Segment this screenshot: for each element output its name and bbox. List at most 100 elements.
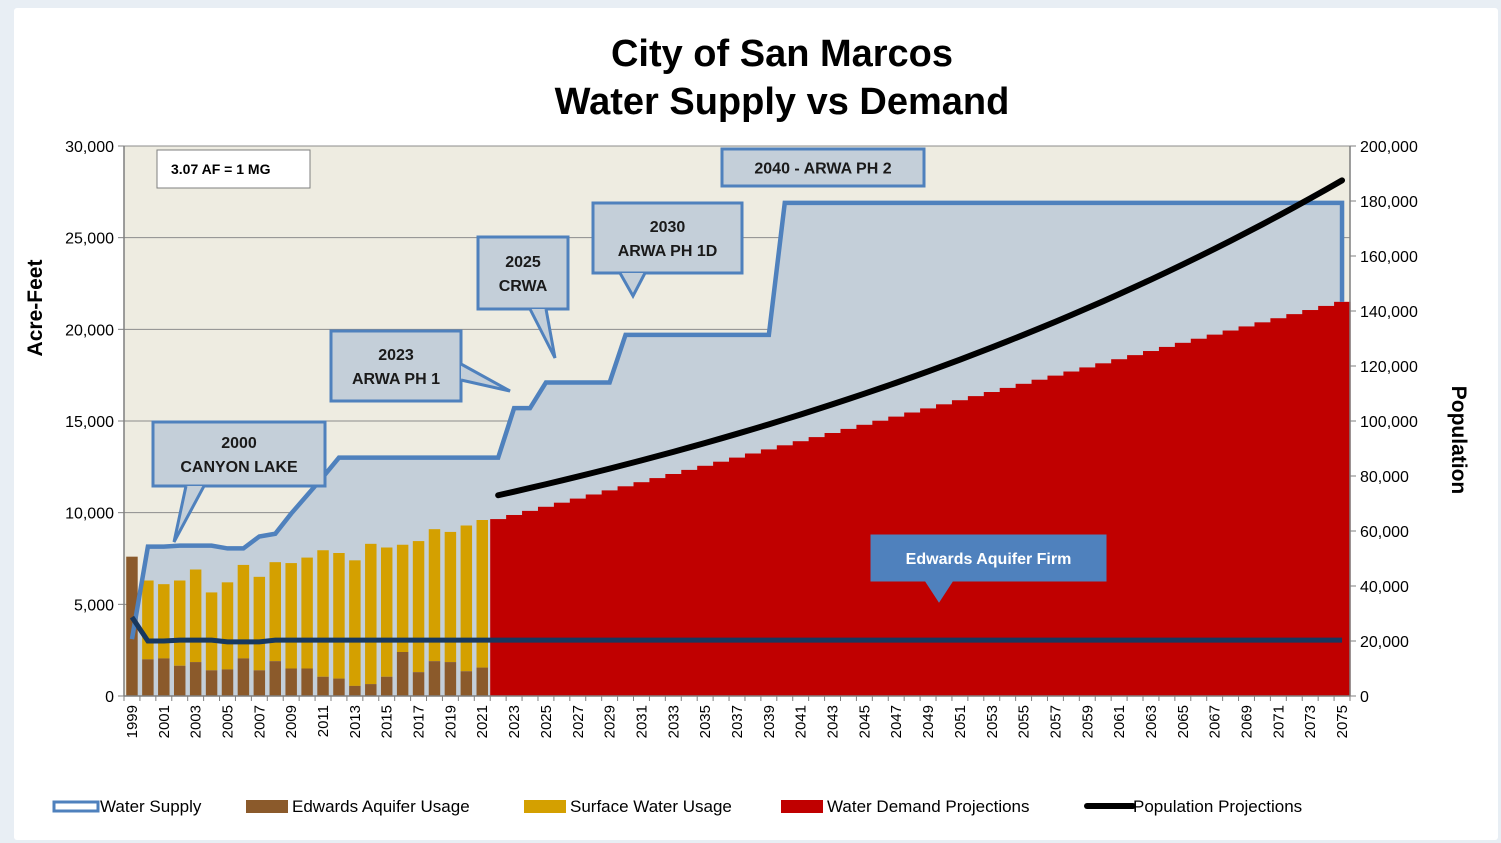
callout-text: Edwards Aquifer Firm: [906, 551, 1072, 568]
surface-bar-2017: [412, 541, 425, 673]
x-tick-label: 2031: [633, 705, 650, 738]
surface-bar-2006: [237, 564, 250, 659]
edwards-bar-2019: [444, 662, 457, 696]
x-axis-ticks: 1999 2001 2003 2005 2007 2009 2011 2013 2015 2017…: [123, 696, 1351, 738]
x-tick-label: 2037: [729, 705, 746, 738]
demand-bar-2040: [776, 445, 794, 696]
surface-bar-2010: [301, 557, 313, 669]
edwards-bar-2006: [237, 658, 250, 696]
demand-bar-2064: [1158, 346, 1176, 696]
callout-text: CANYON LAKE: [180, 459, 298, 476]
demand-bar-2071: [1270, 318, 1287, 696]
surface-bar-2020: [460, 525, 473, 672]
x-tick-label: 2067: [1207, 705, 1224, 738]
demand-bar-2037: [729, 457, 746, 696]
demand-bar-2060: [1095, 363, 1112, 696]
surface-bar-2013: [349, 560, 361, 686]
demand-bar-2033: [665, 473, 682, 696]
edwards-firm-polyline: [129, 615, 1343, 645]
edwards-bar-2016: [396, 652, 409, 696]
legend-label: Water Supply: [100, 797, 202, 816]
x-tick-label: 2055: [1016, 705, 1033, 738]
water-demand-projections: [490, 301, 1351, 696]
surface-bar-2008: [269, 562, 281, 662]
demand-bar-2041: [792, 441, 810, 696]
x-tick-label: 2071: [1270, 705, 1287, 738]
x-tick-label: 2021: [474, 705, 491, 738]
edwards-bar-2014: [365, 684, 377, 696]
demand-bar-2031: [633, 482, 651, 696]
water-supply-line: [129, 200, 1345, 640]
surface-bar-2021: [476, 520, 488, 668]
callout-box: [870, 534, 1107, 582]
y-axis-title: Acre-Feet: [24, 260, 47, 357]
demand-bar-2044: [840, 428, 858, 696]
surface-bar-2004: [205, 592, 218, 671]
demand-bar-2058: [1063, 371, 1080, 696]
population-polyline: [495, 177, 1346, 499]
legend-item-3: Water Demand Projections: [781, 797, 1030, 816]
demand-bar-2034: [681, 469, 698, 696]
water-supply-outline: [129, 200, 1345, 640]
x-tick-label: 1999: [124, 705, 141, 738]
callout-text: 2030: [650, 219, 686, 236]
surface-bar-2011: [317, 550, 329, 677]
edwards-bar-2012: [333, 678, 345, 696]
surface-bar-2018: [428, 529, 441, 662]
demand-bar-2035: [697, 465, 714, 696]
x-tick-label: 2061: [1111, 705, 1128, 738]
surface-bar-2001: [158, 584, 170, 659]
demand-bar-2074: [1318, 305, 1335, 696]
x-tick-label: 2057: [1047, 705, 1064, 738]
callout-3: 2030 ARWA PH 1D: [591, 201, 744, 300]
demand-bar-2029: [601, 490, 619, 696]
x-tick-label: 2073: [1302, 705, 1319, 738]
y2-tick-label: 40,000: [1360, 579, 1409, 596]
surface-bar-2019: [444, 531, 457, 663]
legend-item-2: Surface Water Usage: [524, 797, 732, 816]
callout-5: Edwards Aquifer Firm: [870, 534, 1107, 603]
edwards-bar-2013: [349, 685, 361, 696]
surface-bar-2009: [285, 563, 297, 669]
legend-swatch: [524, 800, 566, 813]
legend-item-0: Water Supply: [52, 797, 202, 816]
surface-bar-2015: [380, 547, 393, 677]
demand-bar-2069: [1238, 326, 1256, 696]
legend-label: Population Projections: [1133, 797, 1302, 816]
x-tick-label: 2007: [251, 705, 268, 738]
surface-bar-2002: [173, 580, 186, 666]
y-tick-label: 10,000: [65, 506, 114, 523]
edwards-bar-2000: [142, 659, 154, 696]
x-tick-label: 2013: [347, 705, 364, 738]
callout-text: ARWA PH 1D: [618, 243, 718, 260]
x-tick-label: 2063: [1143, 705, 1160, 738]
edwards-bar-2003: [189, 662, 202, 696]
demand-bar-2061: [1111, 359, 1128, 696]
demand-bar-2036: [713, 461, 730, 696]
edwards-bar-2020: [460, 671, 473, 696]
demand-bar-2072: [1286, 314, 1303, 696]
chart-frame: City of San Marcos Water Supply vs Deman…: [14, 8, 1498, 840]
demand-bar-2075: [1334, 301, 1351, 696]
x-tick-label: 2039: [761, 705, 778, 738]
callout-box: [476, 235, 570, 311]
demand-bar-2067: [1206, 334, 1224, 696]
edwards-bar-2009: [285, 668, 297, 696]
x-tick-label: 2043: [825, 705, 842, 738]
demand-bar-2045: [856, 424, 873, 696]
x-tick-label: 2011: [315, 705, 332, 737]
y-tick-label: 20,000: [65, 322, 114, 339]
callout-2: 2025 CRWA: [476, 235, 570, 359]
y-tick-label: 5,000: [74, 597, 114, 614]
x-tick-label: 2005: [219, 705, 236, 738]
edwards-bar-2010: [301, 668, 313, 696]
x-tick-label: 2035: [697, 705, 714, 738]
x-tick-label: 2065: [1175, 705, 1192, 738]
x-tick-label: 2029: [602, 705, 619, 738]
x-tick-label: 2033: [665, 705, 682, 738]
edwards-bar-2015: [380, 676, 393, 696]
callout-text: 2023: [378, 347, 414, 364]
y-tick-label: 0: [105, 689, 114, 706]
legend: Water Supply Edwards Aquifer Usage Surface…: [52, 797, 1302, 816]
demand-bar-2022: [490, 519, 507, 696]
